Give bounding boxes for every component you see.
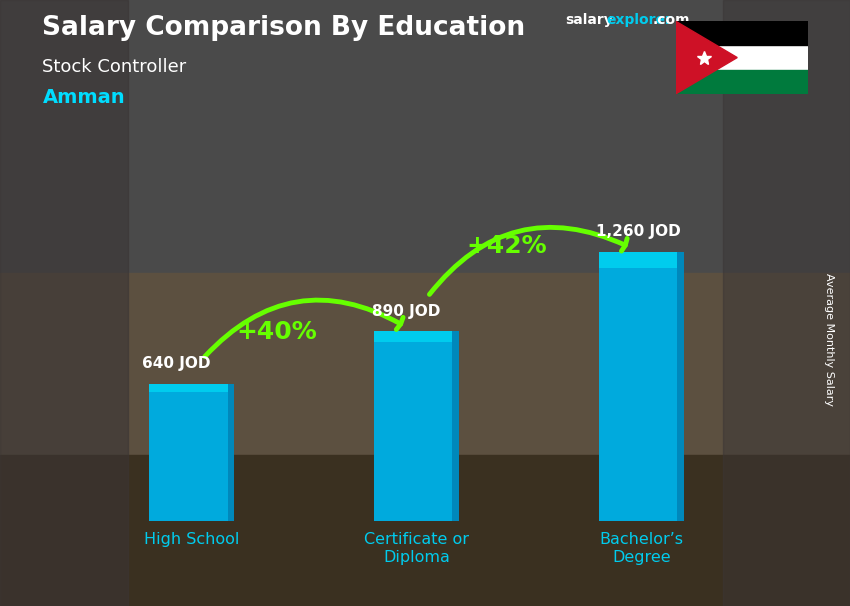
Bar bbox=[228, 384, 235, 521]
Text: 890 JOD: 890 JOD bbox=[371, 304, 440, 319]
Bar bbox=[0, 454, 850, 606]
Text: +42%: +42% bbox=[466, 235, 547, 258]
Text: Amman: Amman bbox=[42, 88, 125, 107]
Bar bbox=[598, 251, 684, 268]
Text: explorer: explorer bbox=[606, 13, 672, 27]
Text: Salary Comparison By Education: Salary Comparison By Education bbox=[42, 15, 525, 41]
Bar bbox=[374, 331, 459, 521]
Bar bbox=[676, 21, 807, 45]
Text: .com: .com bbox=[653, 13, 690, 27]
Text: 1,260 JOD: 1,260 JOD bbox=[597, 224, 681, 239]
Text: salary: salary bbox=[565, 13, 613, 27]
Bar bbox=[0, 0, 128, 606]
Bar bbox=[374, 331, 459, 342]
Bar bbox=[0, 273, 850, 454]
Polygon shape bbox=[676, 21, 737, 94]
Bar bbox=[676, 70, 807, 94]
Bar bbox=[149, 384, 235, 521]
Text: Average Monthly Salary: Average Monthly Salary bbox=[824, 273, 834, 406]
Text: +40%: +40% bbox=[236, 320, 318, 344]
Bar bbox=[677, 251, 684, 521]
Bar bbox=[0, 0, 850, 273]
Bar bbox=[598, 251, 684, 521]
Text: 640 JOD: 640 JOD bbox=[142, 356, 211, 371]
Bar bbox=[722, 0, 850, 606]
Bar bbox=[149, 384, 235, 393]
Text: Stock Controller: Stock Controller bbox=[42, 58, 187, 76]
Bar bbox=[452, 331, 459, 521]
